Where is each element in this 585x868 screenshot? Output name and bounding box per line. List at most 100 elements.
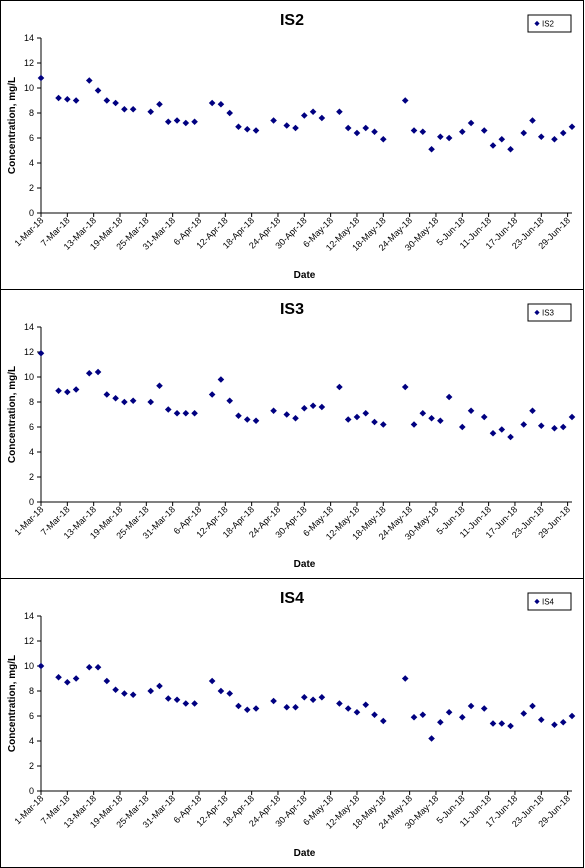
data-point <box>480 127 488 134</box>
y-tick-label: 4 <box>29 736 34 746</box>
legend: IS4 <box>527 592 572 611</box>
data-point <box>428 145 435 153</box>
data-point <box>226 109 234 117</box>
chart-is2: IS2024681012141-Mar-187-Mar-1813-Mar-181… <box>7 12 576 281</box>
data-point <box>112 99 119 107</box>
data-point <box>419 128 427 136</box>
chart-title: IS4 <box>280 590 304 607</box>
data-point <box>498 135 506 143</box>
y-tick-label: 14 <box>24 322 34 332</box>
data-point <box>208 99 216 107</box>
legend-box <box>527 303 572 322</box>
data-point <box>283 122 291 129</box>
data-point <box>64 388 71 396</box>
data-point <box>410 713 418 721</box>
data-point <box>270 407 277 415</box>
data-point <box>480 705 488 712</box>
data-point <box>164 695 172 702</box>
data-point <box>568 413 576 421</box>
legend-box <box>527 14 572 33</box>
data-point <box>371 711 378 719</box>
data-point <box>551 135 558 143</box>
y-tick-label: 8 <box>29 108 34 118</box>
data-point <box>235 412 242 420</box>
chart-panel-is3: IS3 0 2 4 6 8 10 12 14 1-Mar-18 7-Mar-18 13-Mar-18 1… <box>0 289 584 579</box>
data-point <box>437 417 444 425</box>
data-point <box>64 95 71 103</box>
data-point <box>371 128 378 136</box>
data-point <box>182 119 190 127</box>
data-point <box>401 675 409 682</box>
data-point <box>129 397 137 405</box>
data-point <box>156 682 163 690</box>
legend-label: IS4 <box>542 598 555 607</box>
data-point <box>156 382 163 390</box>
legend-marker <box>534 598 540 605</box>
y-tick-label: 6 <box>29 422 34 432</box>
data-point <box>292 124 299 132</box>
data-point <box>243 706 251 714</box>
chart-title: IS3 <box>280 301 304 318</box>
y-tick-label: 4 <box>29 447 34 457</box>
data-point <box>217 687 225 695</box>
data-point <box>480 413 488 421</box>
data-point <box>445 393 453 401</box>
data-point <box>164 118 172 126</box>
data-point <box>401 383 409 391</box>
data-point <box>301 112 308 119</box>
legend-marker <box>534 20 540 27</box>
y-tick-label: 12 <box>24 347 34 357</box>
y-tick-label: 2 <box>29 183 34 193</box>
data-point <box>318 403 326 411</box>
data-point <box>147 108 155 116</box>
data-point <box>226 690 234 697</box>
data-point <box>191 700 198 707</box>
data-point <box>191 409 198 417</box>
data-point <box>208 677 216 685</box>
y-axis-title: Concentration, mg/L <box>7 77 18 174</box>
x-axis-title: Date <box>294 848 316 859</box>
data-point <box>252 127 260 134</box>
data-point <box>64 678 71 686</box>
data-point <box>467 119 475 127</box>
y-tick-label: 12 <box>24 58 34 68</box>
data-point <box>301 404 308 412</box>
chart-is4: IS4024681012141-Mar-187-Mar-1813-Mar-181… <box>7 590 576 859</box>
data-point <box>72 386 80 393</box>
data-point <box>318 114 326 122</box>
data-point <box>283 411 291 418</box>
data-point <box>537 716 545 724</box>
data-point <box>164 406 172 413</box>
data-point <box>507 433 514 441</box>
data-point <box>226 397 234 405</box>
data-point <box>121 398 128 406</box>
data-point <box>529 117 536 124</box>
data-point <box>243 416 251 423</box>
data-point <box>55 387 62 395</box>
data-point <box>94 368 102 376</box>
data-point <box>445 708 453 716</box>
data-point <box>309 108 317 116</box>
data-point <box>283 703 291 711</box>
data-point <box>568 712 576 720</box>
y-tick-label: 4 <box>29 158 34 168</box>
data-point <box>353 129 361 137</box>
y-tick-label: 8 <box>29 397 34 407</box>
data-point <box>208 391 216 398</box>
data-point <box>243 125 251 133</box>
data-point <box>489 142 497 149</box>
y-axis-title: Concentration, mg/L <box>7 655 18 752</box>
legend: IS3 <box>527 303 572 322</box>
data-point <box>419 409 427 417</box>
y-tick-label: 2 <box>29 472 34 482</box>
data-point <box>103 677 111 685</box>
data-point <box>94 87 102 94</box>
data-point <box>72 675 80 682</box>
legend-label: IS2 <box>542 20 555 29</box>
data-point <box>520 421 528 428</box>
data-point <box>410 421 418 428</box>
data-point <box>551 721 558 729</box>
data-point <box>559 129 567 137</box>
data-point <box>252 417 260 425</box>
data-point <box>235 702 242 710</box>
